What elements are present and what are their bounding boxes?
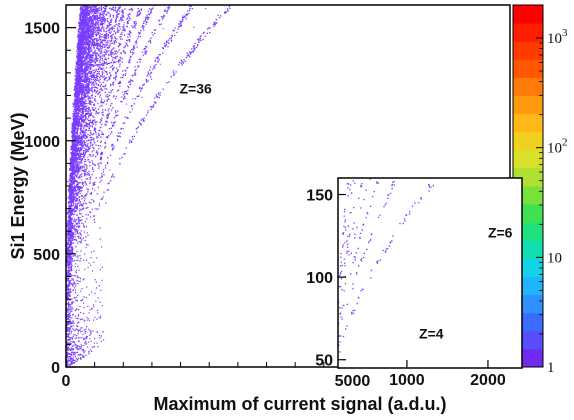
- inset-x-tick-label: 1000: [389, 372, 425, 389]
- main-scatter-points: [66, 5, 231, 367]
- inset-y-tick-label: 50: [315, 353, 333, 370]
- colorbar-segment: [513, 131, 543, 151]
- colorbar-tick-label: 10: [547, 250, 562, 266]
- x-axis-label: Maximum of current signal (a.d.u.): [153, 394, 446, 414]
- colorbar-segment: [513, 23, 543, 42]
- colorbar-tick-label: 1: [547, 360, 555, 376]
- x-tick-label: 5000: [335, 373, 371, 390]
- inset-y-tick-label: 150: [306, 188, 333, 205]
- inset-x-tick-label: 2000: [470, 372, 506, 389]
- y-axis-label: Si1 Energy (MeV): [8, 112, 28, 259]
- y-tick-label: 1000: [24, 134, 60, 151]
- colorbar-segment: [513, 113, 543, 133]
- colorbar-segment: [513, 5, 543, 24]
- colorbar-tick-label: 102: [547, 137, 568, 157]
- colorbar-segment: [513, 59, 543, 78]
- annotation-z4: Z=4: [419, 325, 444, 341]
- inset-y-tick-label: 100: [306, 270, 333, 287]
- inset-axis-ticks: 1000 2000 50 100 150: [306, 188, 506, 389]
- y-tick-label: 0: [51, 360, 60, 377]
- colorbar-segment: [513, 149, 543, 169]
- colorbar-segment: [513, 95, 543, 115]
- x-tick-label: 0: [62, 373, 71, 390]
- y-tick-label: 500: [33, 247, 60, 264]
- colorbar-segment: [513, 41, 543, 60]
- inset-background: [338, 178, 522, 368]
- annotation-z36: Z=36: [179, 81, 212, 97]
- main-scatter-cloud: [66, 5, 231, 367]
- colorbar-ticks: 1 10 102 103: [536, 4, 568, 376]
- annotation-z6: Z=6: [488, 225, 513, 241]
- y-tick-label: 1500: [24, 21, 60, 38]
- colorbar-tick-label: 103: [547, 27, 568, 47]
- inset-frame: [337, 177, 523, 369]
- colorbar-segment: [513, 77, 543, 96]
